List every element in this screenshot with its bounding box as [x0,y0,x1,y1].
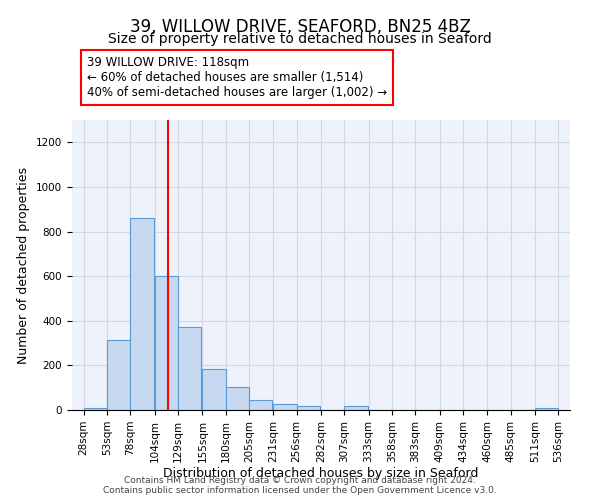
Text: Contains HM Land Registry data © Crown copyright and database right 2024.
Contai: Contains HM Land Registry data © Crown c… [103,476,497,495]
Bar [178,328,202,410]
Bar [274,404,297,410]
Text: 39, WILLOW DRIVE, SEAFORD, BN25 4BZ: 39, WILLOW DRIVE, SEAFORD, BN25 4BZ [130,18,470,36]
Bar [130,218,154,410]
Bar [107,340,130,410]
X-axis label: Distribution of detached houses by size in Seaford: Distribution of detached houses by size … [163,468,479,480]
Bar [155,276,178,410]
Bar [344,406,368,410]
Bar [202,368,226,410]
Text: 39 WILLOW DRIVE: 118sqm
← 60% of detached houses are smaller (1,514)
40% of semi: 39 WILLOW DRIVE: 118sqm ← 60% of detache… [87,56,387,99]
Bar [249,400,272,410]
Bar [226,386,249,410]
Bar [535,408,559,410]
Y-axis label: Number of detached properties: Number of detached properties [17,166,31,364]
Bar [83,408,107,410]
Bar [297,406,320,410]
Text: Size of property relative to detached houses in Seaford: Size of property relative to detached ho… [108,32,492,46]
